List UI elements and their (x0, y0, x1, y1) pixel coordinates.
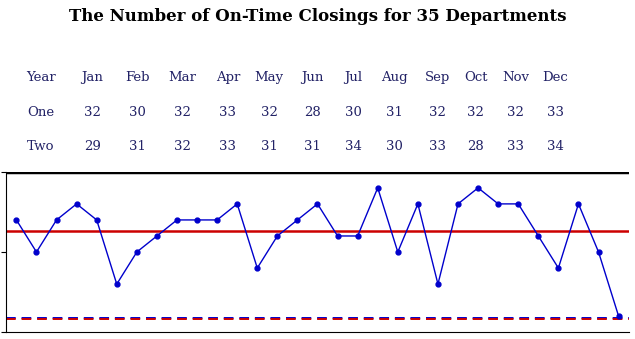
Text: Jul: Jul (345, 71, 363, 84)
Text: 32: 32 (174, 140, 191, 153)
Text: Mar: Mar (168, 71, 196, 84)
Text: 33: 33 (260, 172, 277, 185)
Text: Oct: Oct (464, 71, 487, 84)
Text: 31: 31 (174, 172, 191, 185)
Text: 32: 32 (84, 106, 101, 119)
Text: Aug: Aug (382, 71, 408, 84)
Text: Apr: Apr (216, 71, 240, 84)
Text: Year: Year (25, 71, 55, 84)
Text: 28: 28 (467, 140, 484, 153)
Text: Dec: Dec (542, 71, 568, 84)
Text: Sep: Sep (425, 71, 450, 84)
Text: 33: 33 (219, 140, 236, 153)
Text: 33: 33 (507, 140, 524, 153)
Text: Feb: Feb (125, 71, 149, 84)
Text: 31: 31 (129, 140, 145, 153)
Text: Two: Two (27, 140, 55, 153)
Text: 30: 30 (345, 106, 362, 119)
Text: Jun: Jun (302, 71, 324, 84)
Text: 33: 33 (84, 172, 101, 185)
Text: One: One (27, 106, 54, 119)
Text: 32: 32 (429, 106, 446, 119)
Text: 31: 31 (260, 140, 277, 153)
Text: 29: 29 (220, 172, 236, 185)
Text: 33: 33 (219, 106, 236, 119)
Text: 31: 31 (386, 106, 403, 119)
Text: 30: 30 (304, 172, 321, 185)
Text: Jan: Jan (81, 71, 103, 84)
Text: 31: 31 (304, 140, 321, 153)
Text: 29: 29 (84, 140, 101, 153)
Text: 33: 33 (128, 172, 145, 185)
Text: Three: Three (21, 172, 60, 185)
Text: 33: 33 (547, 106, 564, 119)
Text: 34: 34 (345, 140, 362, 153)
Text: 34: 34 (547, 140, 564, 153)
Text: 30: 30 (386, 140, 403, 153)
Text: 32: 32 (467, 106, 484, 119)
Text: May: May (255, 71, 283, 84)
Text: The Number of On-Time Closings for 35 Departments: The Number of On-Time Closings for 35 De… (69, 8, 566, 25)
Text: 32: 32 (507, 106, 524, 119)
Text: 32: 32 (260, 106, 277, 119)
Text: 28: 28 (304, 106, 321, 119)
Text: 26: 26 (345, 172, 362, 185)
Text: 33: 33 (429, 140, 446, 153)
Text: 32: 32 (174, 106, 191, 119)
Text: 30: 30 (129, 106, 145, 119)
Text: Nov: Nov (502, 71, 529, 84)
